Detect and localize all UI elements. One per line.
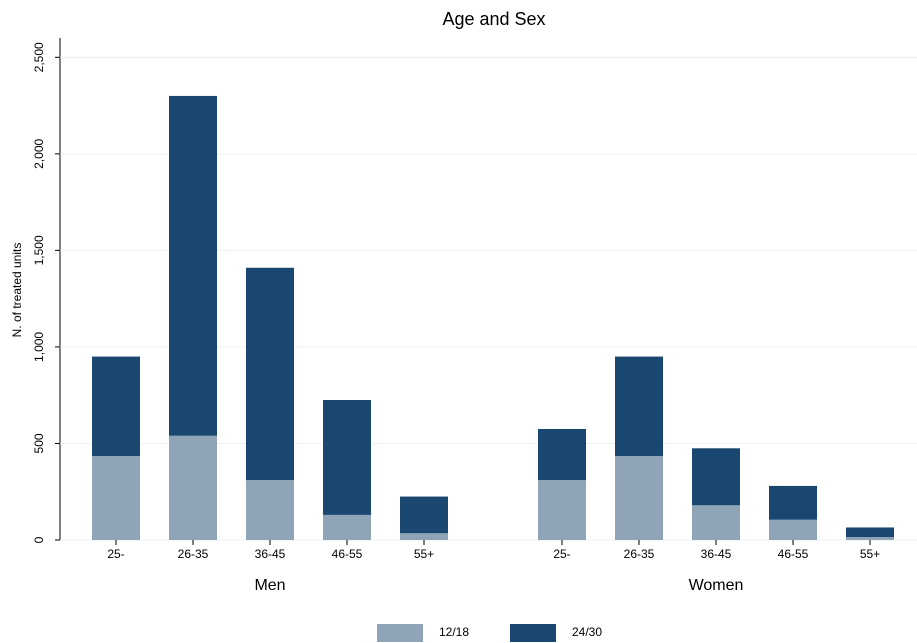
- bar-segment: [246, 480, 294, 540]
- x-tick-label: 25-: [553, 547, 570, 561]
- y-tick-label: 1,000: [32, 332, 46, 362]
- x-tick-label: 55+: [414, 547, 434, 561]
- bar-segment: [400, 533, 448, 540]
- bar-segment: [769, 485, 817, 520]
- legend-swatch: [510, 624, 556, 642]
- x-tick-label: 55+: [860, 547, 880, 561]
- bar-segment: [615, 356, 663, 457]
- bar-segment: [92, 456, 140, 540]
- bar-segment: [246, 267, 294, 481]
- x-tick-label: 26-35: [178, 547, 209, 561]
- bar-segment: [615, 456, 663, 540]
- x-tick-label: 36-45: [701, 547, 732, 561]
- bar-segment: [538, 428, 586, 481]
- bar-segment: [538, 480, 586, 540]
- y-tick-label: 2,500: [32, 42, 46, 72]
- legend-label: 12/18: [439, 625, 469, 639]
- chart-title: Age and Sex: [442, 9, 545, 29]
- x-tick-label: 46-55: [332, 547, 363, 561]
- bar-segment: [769, 519, 817, 540]
- bar-segment: [169, 435, 217, 540]
- bar-segment: [169, 95, 217, 436]
- y-tick-label: 1,500: [32, 235, 46, 265]
- x-tick-label: 26-35: [624, 547, 655, 561]
- group-label: Men: [254, 577, 285, 594]
- bar-segment: [692, 505, 740, 540]
- legend-label: 24/30: [572, 625, 602, 639]
- bar-segment: [400, 496, 448, 534]
- group-label: Women: [689, 577, 744, 594]
- bar-segment: [323, 400, 371, 515]
- bar-segment: [846, 527, 894, 538]
- bar-segment: [846, 537, 894, 540]
- bar-segment: [92, 356, 140, 457]
- y-tick-label: 0: [32, 536, 46, 543]
- bar-segment: [323, 514, 371, 540]
- x-tick-label: 36-45: [255, 547, 286, 561]
- y-tick-label: 500: [32, 433, 46, 453]
- y-tick-label: 2,000: [32, 139, 46, 169]
- x-tick-label: 46-55: [778, 547, 809, 561]
- y-axis-title: N. of treated units: [10, 243, 24, 338]
- x-tick-label: 25-: [107, 547, 124, 561]
- bar-segment: [692, 448, 740, 506]
- legend-swatch: [377, 624, 423, 642]
